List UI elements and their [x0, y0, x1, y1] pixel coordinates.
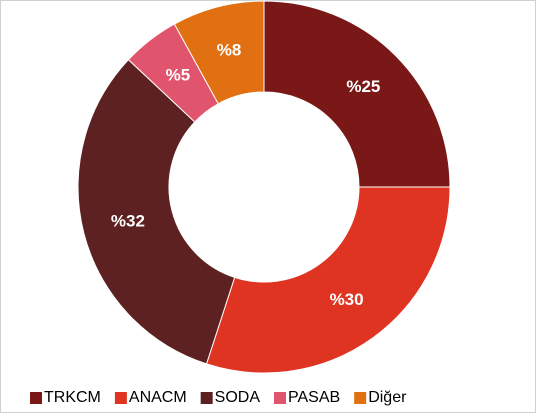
donut-slice	[77, 58, 236, 365]
value-label: %8	[217, 40, 242, 59]
value-label: %30	[330, 290, 364, 309]
donut-slice	[205, 186, 451, 374]
value-label: %25	[346, 77, 380, 96]
legend-label: ANACM	[129, 389, 187, 406]
legend-label: PASAB	[288, 389, 340, 406]
legend-swatch	[274, 392, 287, 404]
legend-label: Diğer	[368, 389, 407, 406]
legend-swatch	[114, 392, 127, 404]
legend-label: SODA	[215, 389, 261, 406]
value-label: %5	[166, 65, 191, 84]
legend-swatch	[354, 392, 367, 404]
legend-swatch	[30, 392, 42, 404]
value-label: %32	[111, 211, 145, 230]
donut-slice	[263, 0, 451, 188]
legend-label: TRKCM	[44, 389, 101, 406]
legend-swatch	[200, 392, 213, 404]
donut-slice	[173, 0, 265, 105]
